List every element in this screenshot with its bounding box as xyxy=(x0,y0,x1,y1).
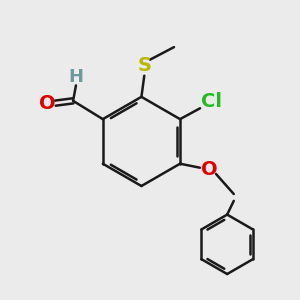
Text: S: S xyxy=(137,56,151,75)
Text: Cl: Cl xyxy=(201,92,222,112)
Text: O: O xyxy=(39,94,56,113)
Text: H: H xyxy=(68,68,83,86)
Text: O: O xyxy=(201,160,218,179)
